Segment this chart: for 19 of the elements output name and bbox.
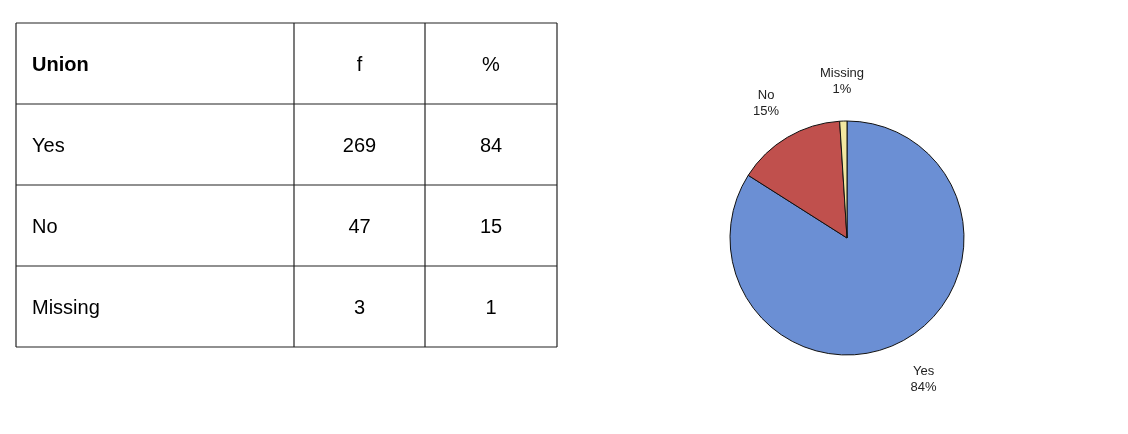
pie-slice — [729, 120, 965, 356]
data-label: 84 — [479, 133, 503, 156]
slice-label: Yes — [912, 363, 935, 379]
data-label: 15% — [753, 103, 780, 119]
text: % — [482, 52, 501, 75]
data-label: 269 — [342, 133, 377, 156]
data-label: 47 — [348, 214, 371, 237]
text: f — [356, 52, 363, 75]
category-label: Missing — [32, 295, 100, 318]
category-label: Yes — [32, 133, 65, 156]
text: Union — [32, 52, 89, 75]
data-label: 1% — [832, 81, 852, 97]
data-label: 84% — [910, 379, 938, 395]
slice-label: No — [757, 87, 775, 103]
category-label: No — [32, 214, 58, 237]
data-label: 15 — [479, 214, 503, 237]
slice-label: Missing — [819, 65, 865, 81]
data-label: 3 — [353, 295, 366, 318]
data-label: 1 — [485, 295, 497, 318]
